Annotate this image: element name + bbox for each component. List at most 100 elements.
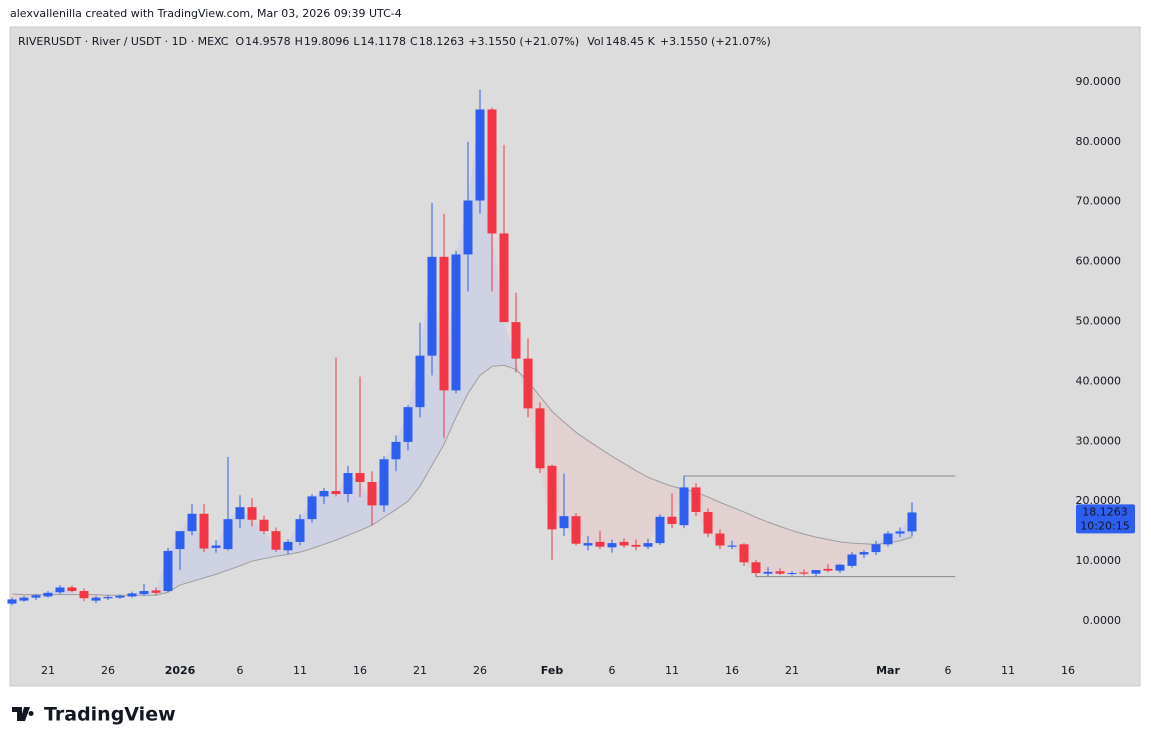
header-text: C <box>410 35 418 48</box>
candle-body <box>67 587 77 592</box>
candle-body <box>175 531 185 550</box>
candle-body <box>475 109 485 201</box>
candle-body <box>307 496 317 520</box>
price-badge <box>1076 504 1135 534</box>
candle-body <box>487 109 497 234</box>
x-tick-label: 6 <box>609 664 616 677</box>
candle-body <box>823 568 833 571</box>
ma-fill <box>36 592 49 596</box>
ma-fill <box>636 470 649 547</box>
x-tick-label: 21 <box>785 664 799 677</box>
header-text: Vol <box>587 35 603 48</box>
ma-fill <box>852 543 865 555</box>
countdown-text: 10:20:15 <box>1080 519 1129 532</box>
ma-fill <box>624 463 637 547</box>
candle-body <box>763 571 773 574</box>
y-tick-label: 20.0000 <box>1076 494 1122 507</box>
header: RIVERUSDT · River / USDT · 1D · MEXC O 14.… <box>18 35 771 48</box>
y-tick-label: 90.0000 <box>1076 75 1122 88</box>
candle-body <box>331 491 341 495</box>
candle-body <box>667 516 677 524</box>
x-tick-label: 26 <box>473 664 487 677</box>
candle-body <box>679 487 689 526</box>
y-tick-label: 50.0000 <box>1076 315 1122 328</box>
x-tick-label: 6 <box>945 664 952 677</box>
logo-icon <box>12 707 34 721</box>
candle-body <box>559 516 569 529</box>
candle-body <box>895 531 905 534</box>
y-tick-label: 40.0000 <box>1076 374 1122 387</box>
candle-body <box>259 519 269 532</box>
candle-body <box>739 544 749 563</box>
candle-body <box>43 592 53 597</box>
candle-body <box>55 587 65 593</box>
y-tick-label: 10.0000 <box>1076 554 1122 567</box>
ma-fill <box>360 482 373 531</box>
y-tick-label: 80.0000 <box>1076 135 1122 148</box>
candle-body <box>883 533 893 545</box>
candle-body <box>343 473 353 495</box>
ma-fill <box>840 541 853 565</box>
candle-body <box>715 533 725 546</box>
candle-body <box>907 512 917 532</box>
candle-body <box>403 407 413 442</box>
candle-body <box>511 322 521 359</box>
candle-body <box>811 570 821 574</box>
logo: TradingView <box>12 704 176 726</box>
candle-body <box>871 544 881 553</box>
candle-body <box>91 597 101 601</box>
x-tick-label: 11 <box>665 664 679 677</box>
x-tick-label: 16 <box>1061 664 1075 677</box>
candle-body <box>163 550 173 592</box>
candle-body <box>655 516 665 544</box>
ma-fill <box>792 530 805 574</box>
ma-fill <box>516 358 529 409</box>
plot-background <box>9 26 1141 687</box>
header-text: 18.1263 <box>419 35 465 48</box>
x-tick-label: 2026 <box>165 664 196 677</box>
candle-body <box>499 233 509 323</box>
ma-fill <box>828 539 841 571</box>
candle-body <box>571 516 581 544</box>
candle-body <box>631 544 641 547</box>
candle-body <box>127 593 137 597</box>
candle-body <box>799 572 809 574</box>
ma-fill <box>780 526 793 574</box>
candle-body <box>427 256 437 356</box>
header-text: +3.1550 (+21.07%) <box>660 35 771 48</box>
candle-body <box>523 358 533 409</box>
candle-body <box>211 545 221 548</box>
header-text: O <box>235 35 244 48</box>
ma-fill <box>768 522 781 574</box>
header-text: RIVERUSDT · River / USDT · 1D · MEXC <box>18 35 229 48</box>
plot <box>7 89 956 606</box>
credit: alexvallenilla created with TradingView.… <box>10 7 402 20</box>
ma-fill <box>564 422 577 544</box>
x-tick-label: 21 <box>41 664 55 677</box>
candle-body <box>79 591 89 599</box>
candle-body <box>355 473 365 483</box>
header-text: L <box>353 35 360 48</box>
candle-body <box>151 590 161 593</box>
y-tick-label: 60.0000 <box>1076 255 1122 268</box>
ma-line <box>11 364 913 596</box>
candle-body <box>547 465 557 530</box>
x-tick-label: 21 <box>413 664 427 677</box>
x-tick-label: 11 <box>293 664 307 677</box>
ma-fill <box>204 545 217 578</box>
candle-body <box>535 408 545 469</box>
candle-body <box>19 597 29 601</box>
candle-body <box>619 541 629 546</box>
candle-body <box>703 511 713 534</box>
candle-body <box>751 562 761 574</box>
candle-body <box>775 571 785 574</box>
candle-body <box>115 595 125 598</box>
ma-fill <box>576 432 589 544</box>
logo-text: TradingView <box>44 704 176 726</box>
candle-body <box>451 254 461 391</box>
ma-fill <box>264 531 277 559</box>
candle-body <box>199 513 209 549</box>
y-tick-label: 70.0000 <box>1076 195 1122 208</box>
candle-body <box>295 519 305 542</box>
candle-body <box>439 256 449 391</box>
